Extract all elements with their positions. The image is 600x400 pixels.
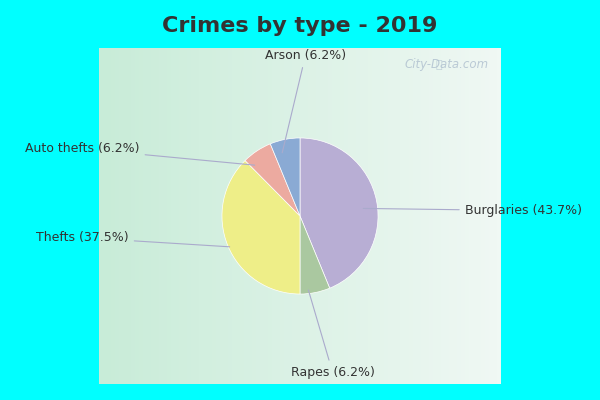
- Text: Arson (6.2%): Arson (6.2%): [265, 49, 346, 153]
- Text: Auto thefts (6.2%): Auto thefts (6.2%): [25, 142, 254, 165]
- Text: ⓘ: ⓘ: [436, 60, 442, 70]
- Text: Crimes by type - 2019: Crimes by type - 2019: [163, 16, 437, 36]
- Wedge shape: [300, 138, 378, 288]
- Wedge shape: [245, 144, 300, 216]
- Wedge shape: [271, 138, 300, 216]
- Wedge shape: [300, 216, 329, 294]
- Text: City-Data.com: City-Data.com: [404, 58, 488, 71]
- Text: Thefts (37.5%): Thefts (37.5%): [36, 231, 230, 247]
- Wedge shape: [222, 160, 300, 294]
- Text: Burglaries (43.7%): Burglaries (43.7%): [363, 204, 582, 217]
- Text: Rapes (6.2%): Rapes (6.2%): [290, 290, 374, 378]
